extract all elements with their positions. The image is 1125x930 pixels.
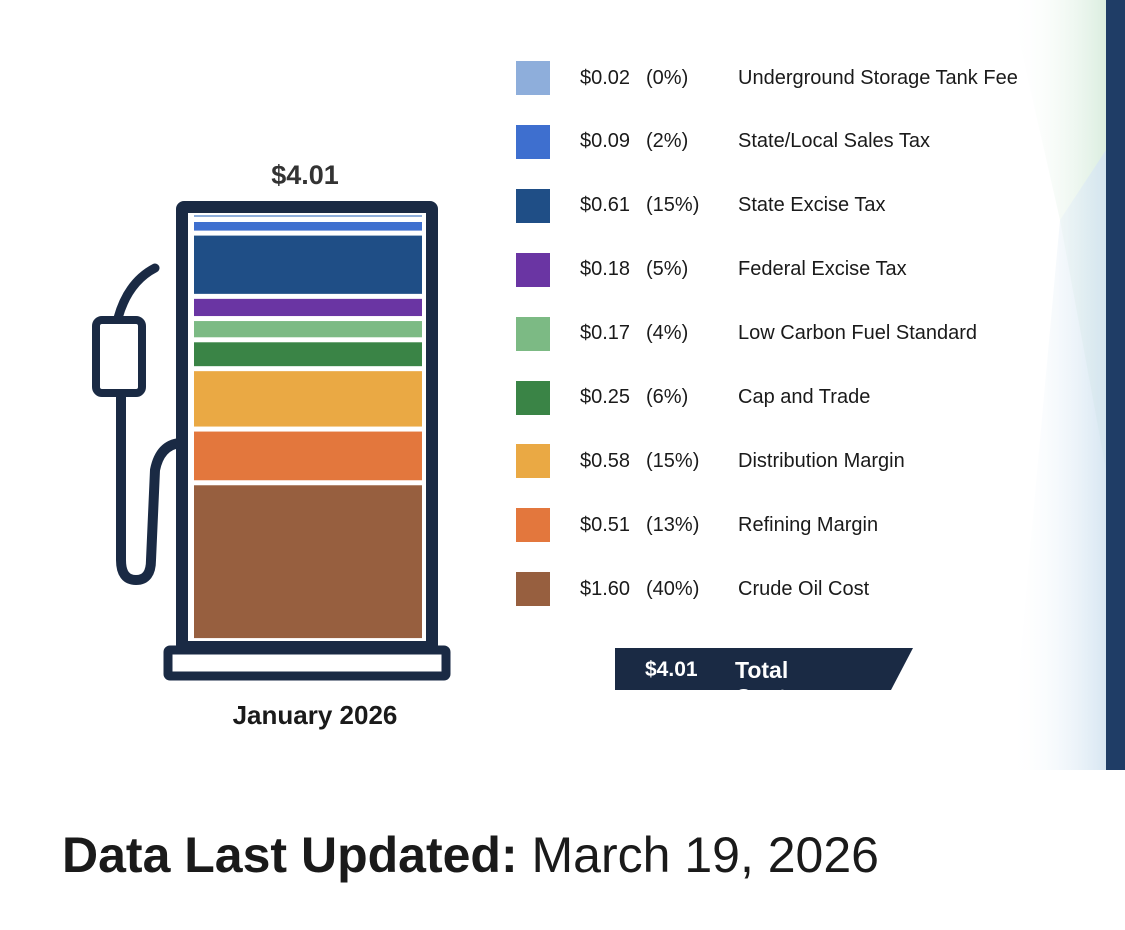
legend-row: $0.51 (13%) Refining Margin [516, 508, 1076, 543]
legend-amount: $0.02 [580, 66, 631, 89]
stack-segment-4 [194, 298, 422, 317]
legend-swatch [516, 188, 550, 223]
stack-segment-6 [194, 342, 422, 367]
fuel-hose [116, 391, 185, 585]
data-last-updated: Data Last Updated: March 19, 2026 [62, 826, 879, 884]
legend-swatch [516, 316, 550, 351]
legend-row: $0.02 (0%) Underground Storage Tank Fee [516, 61, 1076, 95]
legend-percent: (2%) [646, 130, 689, 153]
legend-swatch [516, 380, 550, 415]
total-cost-amount: $4.01 [645, 658, 698, 681]
pump-period-label: January 2026 [232, 700, 398, 730]
legend-percent: (13%) [646, 513, 700, 536]
legend-swatch [516, 572, 550, 607]
legend-label: Cap and Trade [738, 386, 871, 408]
pump-stack [194, 215, 422, 639]
pump-base [163, 645, 451, 681]
legend-amount: $0.25 [580, 386, 631, 408]
stack-segment-7 [194, 371, 422, 427]
legend-percent: (15%) [646, 194, 700, 217]
background-accent [1010, 0, 1106, 770]
legend-amount: $0.09 [580, 130, 631, 153]
legend-label: State Excise Tax [738, 194, 886, 217]
chart-panel: $4.01 January 2026 $0.02 (0%) Underground … [92, 0, 1125, 770]
legend-amount: $0.51 [580, 513, 631, 536]
legend-row: $0.25 (6%) Cap and Trade [516, 380, 1076, 415]
legend-amount: $0.17 [580, 322, 631, 345]
total-cost-background [615, 648, 913, 690]
legend-swatch [516, 444, 550, 479]
legend-row: $0.17 (4%) Low Carbon Fuel Standard [516, 316, 1076, 351]
pump-outline [92, 201, 451, 681]
legend-amount: $0.58 [580, 449, 631, 472]
legend-swatch [516, 124, 550, 159]
legend-row: $0.58 (15%) Distribution Margin [516, 444, 1076, 479]
legend-percent: (40%) [646, 577, 700, 600]
legend-row: $0.61 (15%) State Excise Tax [516, 188, 1076, 223]
legend-percent: (15%) [646, 449, 700, 472]
legend-label: Distribution Margin [738, 449, 905, 472]
updated-label: Data Last Updated: [62, 827, 518, 883]
legend-label: Low Carbon Fuel Standard [738, 322, 978, 345]
legend-amount: $0.18 [580, 258, 631, 281]
legend-swatch [516, 508, 550, 543]
legend-amount: $1.60 [580, 577, 631, 600]
stack-segment-2 [194, 222, 422, 231]
stack-segment-1 [194, 215, 422, 217]
legend-swatch [516, 252, 550, 287]
legend-percent: (4%) [646, 322, 689, 345]
total-cost-label: Total Cost [735, 657, 789, 710]
nozzle-handle [92, 316, 146, 397]
legend-percent: (6%) [646, 386, 689, 408]
legend-amount: $0.61 [580, 194, 631, 217]
stack-segment-3 [194, 235, 422, 294]
legend-label: Federal Excise Tax [738, 258, 907, 281]
pump-total-price: $4.01 [271, 160, 339, 190]
gas-pump-chart [92, 201, 451, 681]
legend-row: $0.09 (2%) State/Local Sales Tax [516, 124, 1076, 159]
nozzle-tip [113, 263, 160, 323]
legend-label: Refining Margin [738, 513, 879, 536]
right-edge-bar [1106, 0, 1125, 770]
legend-label: Underground Storage Tank Fee [738, 66, 1018, 89]
stack-segment-8 [194, 431, 422, 481]
legend-percent: (0%) [646, 66, 689, 89]
legend-percent: (5%) [646, 258, 689, 281]
legend-row: $0.18 (5%) Federal Excise Tax [516, 252, 1076, 287]
legend-label: State/Local Sales Tax [738, 130, 930, 153]
updated-date: March 19, 2026 [531, 827, 879, 883]
stack-segment-5 [194, 321, 422, 338]
legend-label: Crude Oil Cost [738, 577, 870, 600]
legend-swatch [516, 61, 550, 95]
stack-segment-9 [194, 485, 422, 639]
legend-row: $1.60 (40%) Crude Oil Cost [516, 572, 1076, 607]
